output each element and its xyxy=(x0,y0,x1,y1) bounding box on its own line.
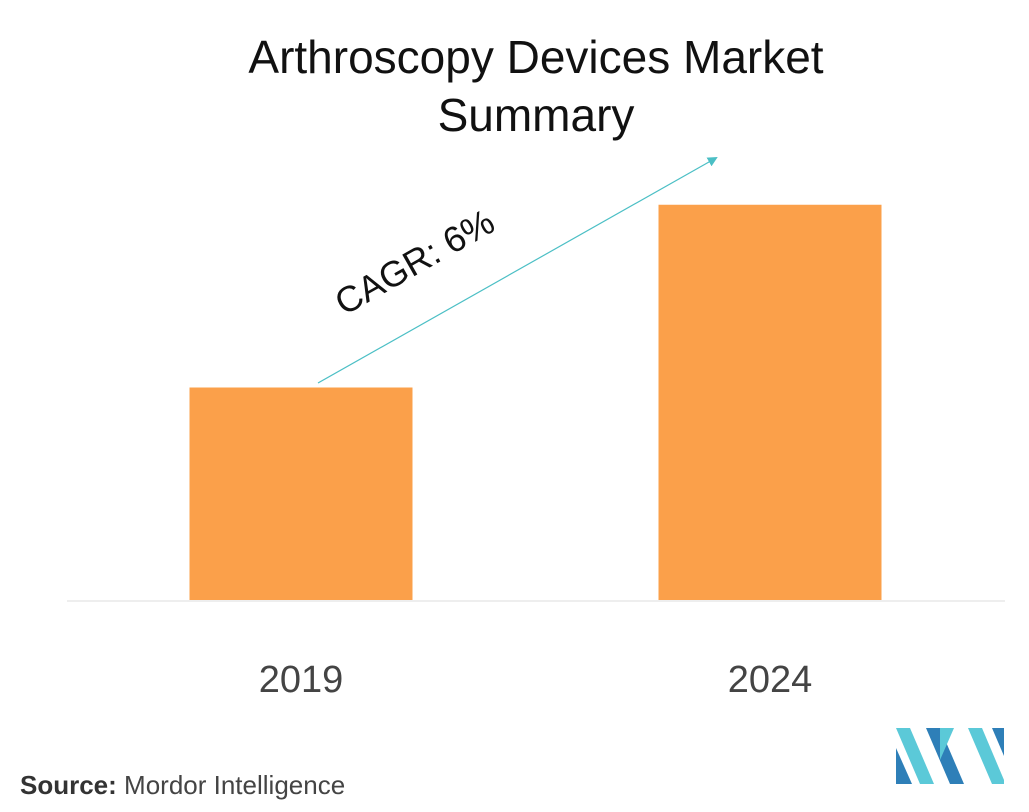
bar-2024 xyxy=(658,204,882,600)
source-note: Source: Mordor Intelligence xyxy=(20,770,345,801)
cagr-arrow xyxy=(317,157,718,384)
x-tick-label-2024: 2024 xyxy=(728,659,813,701)
chart-title-line1: Arthroscopy Devices Market xyxy=(248,31,824,83)
cagr-annotation: CAGR: 6% xyxy=(328,201,501,323)
source-name: Mordor Intelligence xyxy=(124,770,346,800)
chart-title-line2: Summary xyxy=(437,89,635,141)
mordor-intelligence-logo-icon xyxy=(896,728,1004,784)
chart-title: Arthroscopy Devices Market Summary xyxy=(0,28,1029,144)
source-label: Source: xyxy=(20,770,117,800)
bar-2019 xyxy=(189,387,413,600)
x-tick-label-2019: 2019 xyxy=(259,659,344,701)
